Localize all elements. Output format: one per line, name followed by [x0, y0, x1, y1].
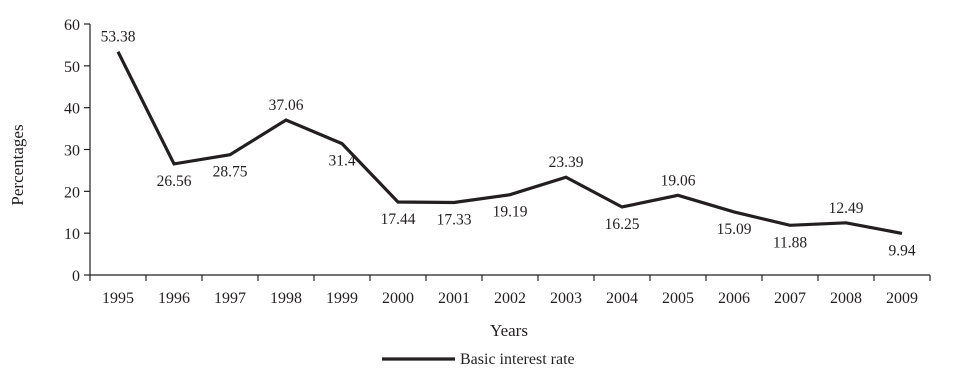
y-tick-label: 20	[64, 184, 80, 201]
x-tick-label: 2003	[550, 290, 582, 307]
series-line	[116, 50, 903, 235]
x-tick-label: 2009	[886, 290, 918, 307]
data-label: 26.56	[157, 173, 192, 190]
data-labels: 53.38 26.56 28.75 37.06 31.4 17.44 17.33 19.19 2…	[101, 29, 916, 260]
x-tick-label: 2004	[606, 290, 638, 307]
x-tick-label: 2005	[662, 290, 694, 307]
x-tick-label: 1998	[270, 290, 302, 307]
data-label: 28.75	[213, 164, 248, 181]
data-label: 9.94	[888, 242, 915, 259]
y-tick-label: 40	[64, 101, 80, 118]
x-tick-label: 2001	[438, 290, 470, 307]
y-tick-label: 0	[72, 268, 80, 285]
y-tick-label: 10	[64, 226, 80, 243]
data-label: 11.88	[773, 234, 808, 251]
data-label: 31.4	[328, 153, 355, 170]
data-label: 23.39	[549, 154, 584, 171]
data-label: 17.33	[437, 212, 472, 229]
data-label: 16.25	[605, 216, 640, 233]
x-tick-label: 2007	[774, 290, 806, 307]
legend: Basic interest rate	[382, 351, 575, 368]
data-label: 19.06	[661, 172, 696, 189]
x-axis-title: Years	[490, 321, 528, 340]
data-label: 17.44	[381, 211, 416, 228]
y-tick-label: 60	[64, 17, 80, 34]
x-tick-label: 1997	[214, 290, 246, 307]
y-tick-label: 30	[64, 143, 80, 160]
data-label: 12.49	[829, 200, 864, 217]
y-axis-title: Percentages	[8, 124, 27, 205]
plot-area	[116, 50, 903, 235]
x-tick-label: 2000	[382, 290, 414, 307]
data-label: 15.09	[717, 221, 752, 238]
x-tick-label: 2008	[830, 290, 862, 307]
legend-label: Basic interest rate	[460, 351, 575, 368]
data-label: 19.19	[493, 204, 528, 221]
x-tick-label: 2002	[494, 290, 526, 307]
y-tick-label: 50	[64, 59, 80, 76]
x-tick-label: 1995	[102, 290, 134, 307]
x-tick-label: 1999	[326, 290, 358, 307]
data-label: 37.06	[269, 97, 304, 114]
x-axis: 1995 1996 1997 1998 1999 2000 2001 2002 2003 2004…	[89, 274, 931, 307]
x-tick-label: 2006	[718, 290, 750, 307]
x-tick-label: 1996	[158, 290, 190, 307]
y-axis: 0 10 20 30 40 50 60	[64, 17, 91, 285]
data-label: 53.38	[101, 29, 136, 46]
